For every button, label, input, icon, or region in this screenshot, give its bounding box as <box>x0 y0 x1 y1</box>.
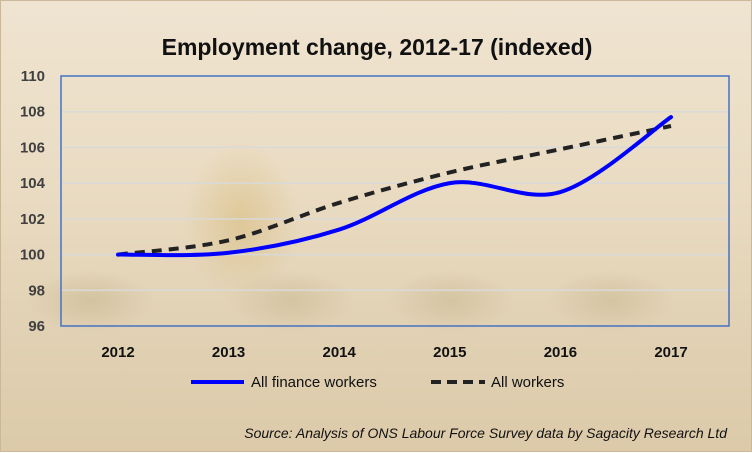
x-tick-label: 2016 <box>544 344 577 361</box>
x-tick-label: 2014 <box>323 344 357 361</box>
legend-label-all-workers: All workers <box>491 374 564 391</box>
y-tick-label: 96 <box>28 318 45 335</box>
source-note: Source: Analysis of ONS Labour Force Sur… <box>244 425 728 441</box>
y-tick-label: 110 <box>21 68 45 85</box>
chart-title: Employment change, 2012-17 (indexed) <box>162 34 593 60</box>
y-tick-label: 98 <box>28 282 45 299</box>
series-line-all-workers <box>117 124 672 257</box>
y-tick-label: 106 <box>20 139 45 156</box>
x-tick-label: 2017 <box>654 344 687 361</box>
y-tick-label: 100 <box>20 247 45 264</box>
y-tick-label: 104 <box>20 175 46 192</box>
y-tick-label: 108 <box>20 104 45 121</box>
plot-area-border <box>60 75 730 327</box>
x-tick-label: 2012 <box>101 344 134 361</box>
x-tick-label: 2013 <box>212 344 245 361</box>
y-tick-label: 102 <box>20 211 45 228</box>
x-tick-label: 2015 <box>433 344 466 361</box>
legend: All finance workers All workers <box>191 374 564 391</box>
legend-label-finance: All finance workers <box>251 374 377 391</box>
series-line-finance-workers <box>116 115 673 258</box>
